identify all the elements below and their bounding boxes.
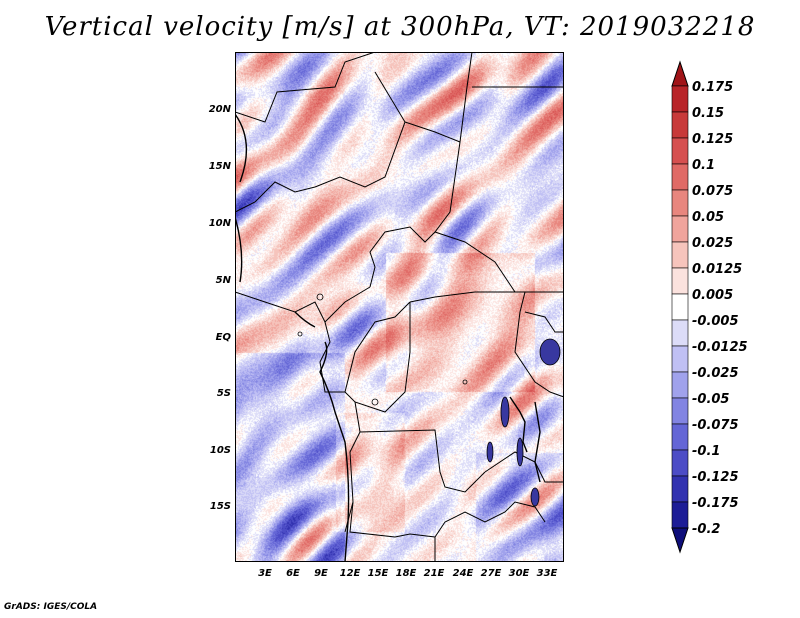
lon-label: 6E [286,568,300,579]
colorbar-swatch [671,423,689,451]
colorbar-label: -0.2 [692,522,721,537]
colorbar-swatch [671,189,689,217]
lon-label: 15E [367,568,389,579]
colorbar-label: 0.1 [692,158,716,173]
colorbar-label: -0.175 [692,496,739,511]
colorbar-label: 0.125 [692,132,734,147]
colorbar-swatch [671,215,689,243]
lat-label: 15S [209,501,231,512]
colorbar-swatch [671,371,689,399]
colorbar-label: 0.15 [692,106,725,121]
map-frame [235,52,564,562]
colorbar-label: 0.075 [692,184,734,199]
lat-label: 20N [208,104,231,115]
colorbar-label: -0.005 [692,314,739,329]
lat-label: EQ [215,332,231,343]
country-borders [235,52,564,562]
colorbar-swatch [671,397,689,425]
lon-label: 30E [508,568,530,579]
lat-label: 5S [216,388,231,399]
colorbar-swatch [671,137,689,165]
map-panel [235,52,564,562]
colorbar-cap-bottom [671,527,689,554]
colorbar-label: -0.025 [692,366,739,381]
colorbar-label: -0.125 [692,470,739,485]
colorbar-swatch [671,163,689,191]
colorbar-label: 0.025 [692,236,734,251]
lon-label: 33E [536,568,558,579]
colorbar-label: 0.0125 [692,262,743,277]
map-title: Vertical velocity [m/s] at 300hPa, VT: 2… [44,12,756,42]
lon-label: 9E [314,568,328,579]
lat-label: 10N [208,218,231,229]
colorbar-label: -0.1 [692,444,721,459]
colorbar-swatch [671,241,689,269]
colorbar-label: -0.075 [692,418,739,433]
colorbar-cap-top [671,60,689,87]
colorbar-label: 0.175 [692,80,734,95]
colorbar-swatch [671,319,689,347]
lon-label: 12E [339,568,361,579]
lon-label: 21E [423,568,445,579]
colorbar-label: -0.05 [692,392,730,407]
lon-label: 3E [258,568,272,579]
grads-credit: GrADS: IGES/COLA [4,602,98,612]
colorbar-swatch [671,501,689,529]
colorbar-label: -0.0125 [692,340,748,355]
lon-label: 24E [452,568,474,579]
lat-label: 5N [215,275,231,286]
lon-label: 27E [480,568,502,579]
colorbar-swatch [671,449,689,477]
colorbar-swatch [671,293,689,321]
lat-label: 15N [208,161,231,172]
colorbar-swatch [671,475,689,503]
colorbar-label: 0.005 [692,288,734,303]
colorbar-swatch [671,267,689,295]
lon-label: 18E [395,568,417,579]
colorbar [671,60,689,554]
colorbar-swatch [671,111,689,139]
colorbar-swatch [671,85,689,113]
colorbar-swatch [671,345,689,373]
lat-label: 10S [209,445,231,456]
colorbar-label: 0.05 [692,210,725,225]
